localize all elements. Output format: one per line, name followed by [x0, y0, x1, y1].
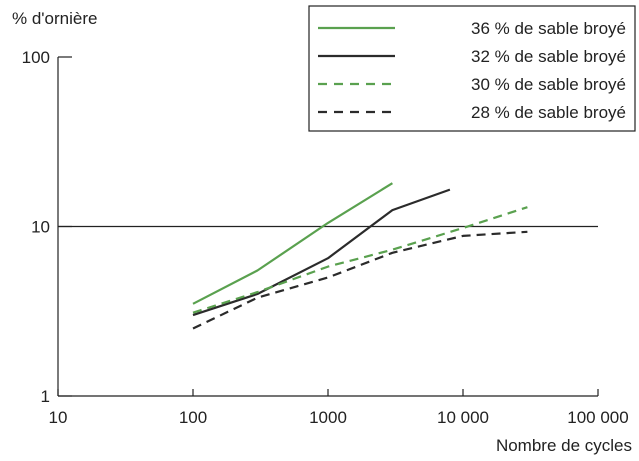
series-line-4 — [192, 230, 528, 330]
x-tick-label: 100 — [179, 408, 207, 427]
series-line-3 — [192, 206, 528, 314]
x-tick-label: 100 000 — [567, 408, 628, 427]
x-axis-title: Nombre de cycles — [496, 436, 632, 455]
x-tick-label: 1000 — [309, 408, 347, 427]
y-tick-label: 100 — [22, 48, 50, 67]
axes: 10 100 1000 10 000 100 000 1 10 100 — [22, 48, 629, 427]
legend-box — [308, 5, 636, 132]
series-line-1 — [192, 182, 393, 305]
legend-label: 30 % de sable broyé — [471, 75, 626, 94]
y-tick-label: 1 — [41, 387, 50, 406]
x-tick-label: 10 — [49, 408, 68, 427]
y-axis-title: % d'ornière — [12, 9, 97, 28]
series-line-2 — [192, 188, 451, 317]
legend-label: 32 % de sable broyé — [471, 47, 626, 66]
legend-label: 28 % de sable broyé — [471, 103, 626, 122]
series-layer — [192, 182, 528, 330]
y-tick-label: 10 — [31, 218, 50, 237]
legend-label: 36 % de sable broyé — [471, 19, 626, 38]
legend: 36 % de sable broyé 32 % de sable broyé 30… — [308, 5, 636, 132]
x-tick-label: 10 000 — [437, 408, 489, 427]
